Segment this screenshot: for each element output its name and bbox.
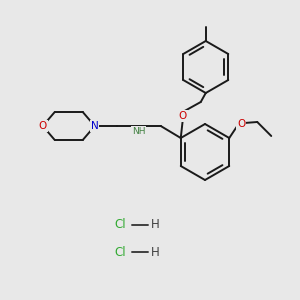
Text: NH: NH [132,127,146,136]
Text: O: O [39,121,47,131]
Text: O: O [178,111,187,121]
Text: Cl: Cl [114,218,126,232]
Text: H: H [151,245,159,259]
Text: O: O [237,119,245,129]
Text: H: H [151,218,159,232]
Text: Cl: Cl [114,245,126,259]
Text: N: N [91,121,99,131]
